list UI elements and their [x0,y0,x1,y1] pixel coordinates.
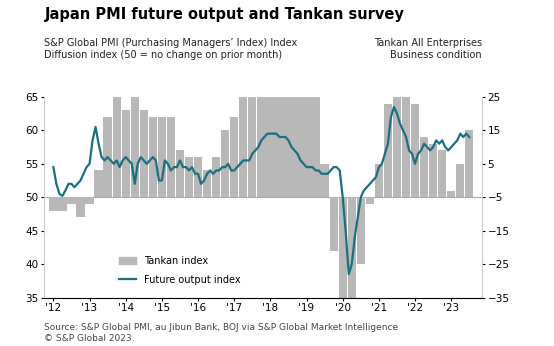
Text: Source: S&P Global PMI, au Jibun Bank, BOJ via S&P Global Market Intelligence
© : Source: S&P Global PMI, au Jibun Bank, B… [44,323,398,343]
Bar [438,151,447,197]
Bar [456,164,464,197]
Bar [384,103,392,197]
Bar [311,97,320,197]
Bar [58,197,66,211]
Bar [248,50,257,197]
Text: S&P Global PMI (Purchasing Managers’ Index) Index
Diffusion index (50 = no chang: S&P Global PMI (Purchasing Managers’ Ind… [44,38,297,60]
Bar [221,130,229,197]
Bar [49,197,58,211]
Bar [158,117,166,197]
Text: Tankan All Enterprises
Business condition: Tankan All Enterprises Business conditio… [374,38,482,60]
Bar [465,130,474,197]
Bar [294,70,302,197]
Bar [112,90,121,197]
Bar [148,117,157,197]
Bar [203,171,211,197]
Bar [131,83,139,197]
Bar [347,197,356,346]
Bar [393,77,401,197]
Bar [338,197,347,346]
Bar [76,197,85,217]
Text: Japan PMI future output and Tankan survey: Japan PMI future output and Tankan surve… [44,7,404,22]
Bar [402,77,410,197]
Bar [94,171,102,197]
Bar [212,157,220,197]
Bar [284,70,293,197]
Bar [302,97,311,197]
Bar [447,191,455,197]
Bar [85,197,94,204]
Bar [275,57,284,197]
Bar [230,117,238,197]
Bar [320,164,329,197]
Bar [411,103,419,197]
Bar [366,197,374,204]
Bar [121,110,130,197]
Bar [104,117,112,197]
Legend: Tankan index, Future output index: Tankan index, Future output index [115,252,244,289]
Bar [420,137,428,197]
Bar [67,197,75,204]
Bar [266,37,275,197]
Bar [176,151,184,197]
Bar [429,144,437,197]
Bar [357,197,365,264]
Bar [375,164,383,197]
Bar [167,117,175,197]
Bar [140,110,148,197]
Bar [194,157,202,197]
Bar [257,50,265,197]
Bar [185,157,193,197]
Bar [330,197,338,251]
Bar [239,83,248,197]
